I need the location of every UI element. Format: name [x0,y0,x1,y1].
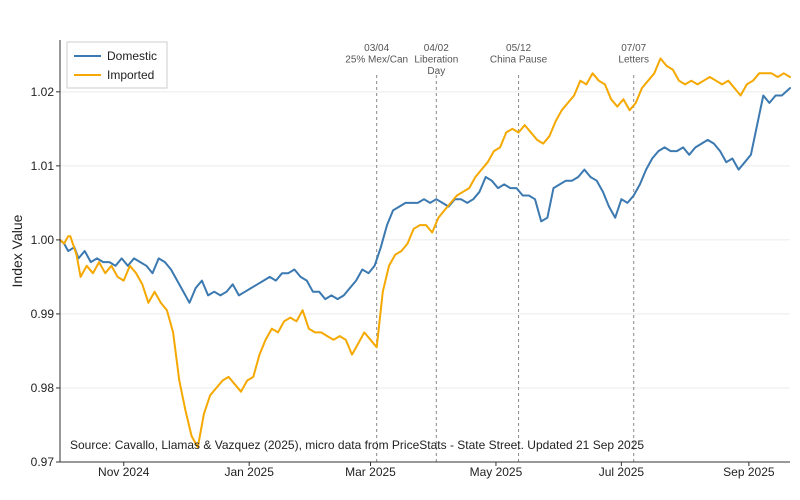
y-tick-label: 1.00 [31,233,55,247]
series-lines [59,57,791,449]
event-label: 03/04 [364,43,389,54]
y-tick-label: 0.99 [31,307,55,321]
legend-label-domestic: Domestic [107,49,157,63]
event-label: Day [427,66,445,77]
legend-label-imported: Imported [107,68,154,82]
x-tick-label: Sep 2025 [723,465,775,479]
y-tick-label: 0.98 [31,381,55,395]
event-label: Liberation [414,55,458,66]
x-tick-label: Mar 2025 [345,465,396,479]
gridlines [60,91,790,463]
event-label: 04/02 [424,43,449,54]
source-annotation: Source: Cavallo, Llamas & Vazquez (2025)… [70,438,644,452]
event-label: 05/12 [506,43,531,54]
y-tick-label: 1.02 [31,85,55,99]
y-tick-label: 1.01 [31,159,55,173]
series-line-domestic [59,87,791,304]
x-tick-label: Jan 2025 [224,465,274,479]
event-label: Letters [618,55,649,66]
y-tick-label: 0.97 [31,455,55,469]
legend: Domestic Imported [66,41,168,89]
y-axis-title: Index Value [9,214,25,287]
x-tick-label: Nov 2024 [98,465,150,479]
event-label: 25% Mex/Can [345,55,408,66]
axes: 0.97 0.98 0.99 1.00 1.01 1.02 Nov 2024 Jan 2025… [31,40,790,479]
legend-box [66,41,168,89]
event-label: China Pause [490,55,548,66]
event-label: 07/07 [621,43,646,54]
series-line-imported [59,57,791,449]
x-tick-label: May 2025 [470,465,523,479]
x-tick-label: Jul 2025 [599,465,645,479]
